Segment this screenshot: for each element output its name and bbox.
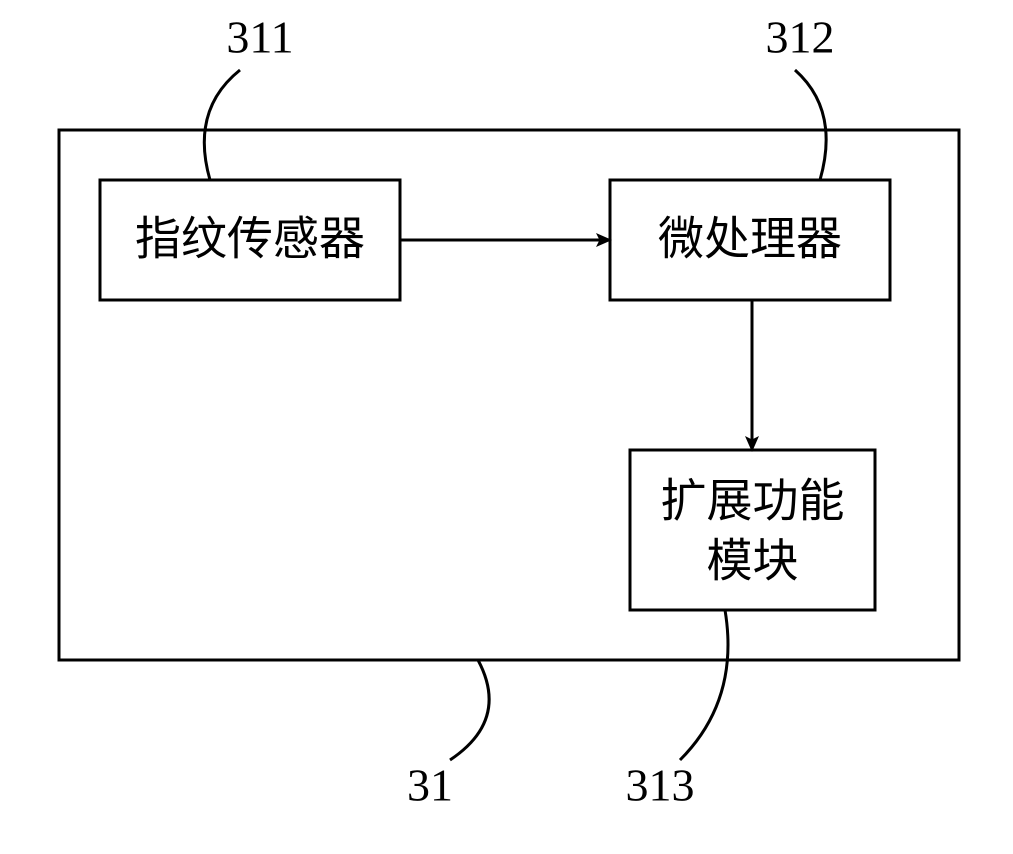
node-microprocessor: 微处理器: [610, 180, 890, 300]
ref-label-311: 311: [226, 12, 293, 63]
ref-label-312: 312: [766, 12, 835, 63]
node-fingerprint-sensor: 指纹传感器: [100, 180, 400, 300]
node-label: 指纹传感器: [135, 214, 365, 265]
ref-label-31: 31: [407, 760, 453, 811]
leader-31: [450, 660, 489, 760]
node-label-line2: 模块: [707, 536, 799, 587]
ref-label-313: 313: [626, 760, 695, 811]
node-label: 微处理器: [658, 214, 842, 265]
node-extension-module: 扩展功能 模块: [630, 450, 875, 610]
node-label-line1: 扩展功能: [661, 476, 845, 527]
diagram-canvas: 指纹传感器 微处理器 扩展功能 模块 311 312 313 31: [0, 0, 1013, 854]
